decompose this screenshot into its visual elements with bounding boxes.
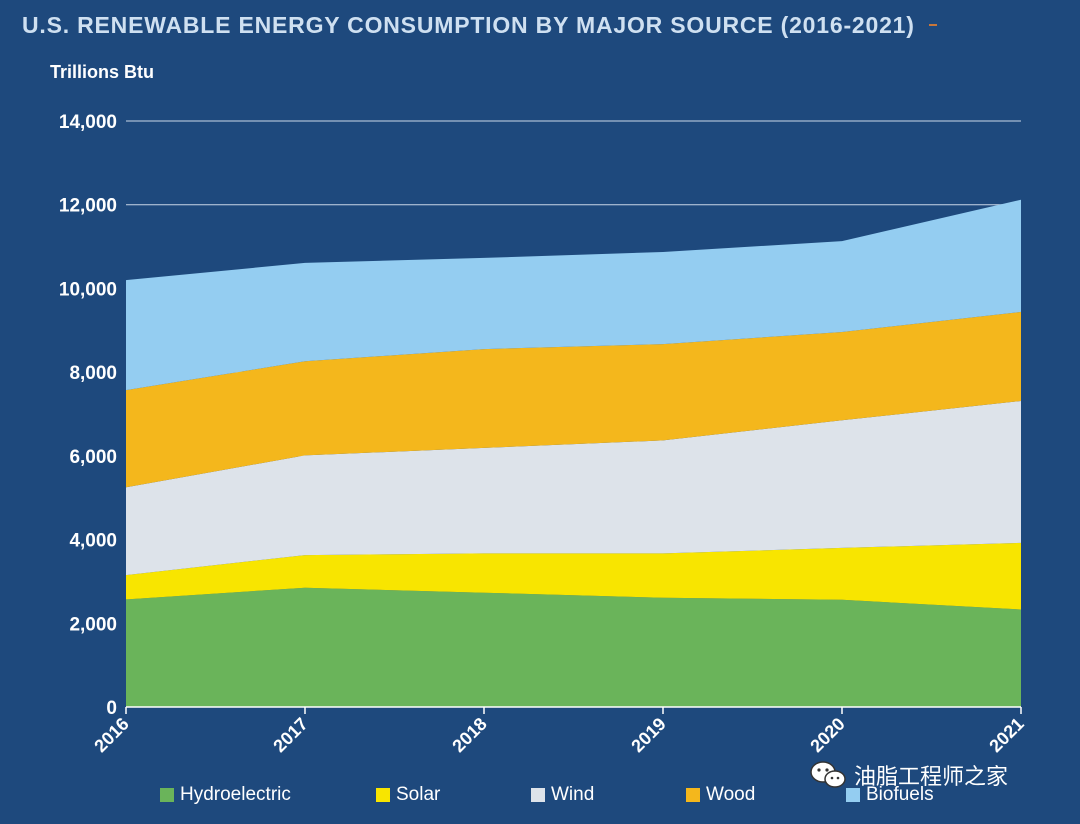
y-axis-label: Trillions Btu xyxy=(50,62,155,82)
legend-item-hydroelectric: Hydroelectric xyxy=(160,783,291,807)
area-solar xyxy=(126,542,1021,610)
area-wood xyxy=(126,311,1021,488)
legend-item-solar: Solar xyxy=(376,783,440,807)
legend-swatch-wood xyxy=(686,788,700,802)
legend-swatch-hydroelectric xyxy=(160,788,174,802)
y-tick-label-2000: 2,000 xyxy=(69,614,117,635)
watermark-text: 油脂工程师之家 xyxy=(854,764,1009,789)
x-tick-label-2016: 2016 xyxy=(90,714,132,756)
legend-label-hydroelectric: Hydroelectric xyxy=(180,784,291,805)
y-tick-label-6000: 6,000 xyxy=(69,447,117,468)
legend-label-biofuels: Biofuels xyxy=(866,784,934,805)
y-tick-label-8000: 8,000 xyxy=(69,363,117,384)
legend-item-biofuels: Biofuels xyxy=(846,783,934,807)
area-biofuels xyxy=(126,199,1021,391)
legend-label-wood: Wood xyxy=(706,784,756,805)
watermark: 油脂工程师之家 xyxy=(808,758,1008,792)
y-tick-label-14000: 14,000 xyxy=(59,112,117,133)
legend-item-wind: Wind xyxy=(531,783,594,807)
legend-label-solar: Solar xyxy=(396,784,441,805)
wechat-icon xyxy=(810,761,846,788)
x-tick-label-2020: 2020 xyxy=(806,714,848,756)
area-hydroelectric xyxy=(126,587,1021,707)
y-tick-label-4000: 4,000 xyxy=(69,531,117,552)
legend-swatch-solar xyxy=(376,788,390,802)
legend-item-wood: Wood xyxy=(686,783,755,807)
y-tick-label-12000: 12,000 xyxy=(59,196,117,217)
y-tick-label-0: 0 xyxy=(106,698,117,719)
area-wind xyxy=(126,401,1021,576)
x-tick-label-2021: 2021 xyxy=(985,714,1027,756)
x-tick-label-2017: 2017 xyxy=(269,714,311,756)
y-tick-label-10000: 10,000 xyxy=(59,279,117,300)
chart-title: U.S. RENEWABLE ENERGY CONSUMPTION BY MAJ… xyxy=(22,12,915,38)
x-tick-label-2019: 2019 xyxy=(627,714,669,756)
legend-swatch-biofuels xyxy=(846,788,860,802)
legend-label-wind: Wind xyxy=(551,784,595,805)
legend-swatch-wind xyxy=(531,788,545,802)
x-tick-label-2018: 2018 xyxy=(448,714,490,756)
title-accent-mark xyxy=(929,24,937,26)
